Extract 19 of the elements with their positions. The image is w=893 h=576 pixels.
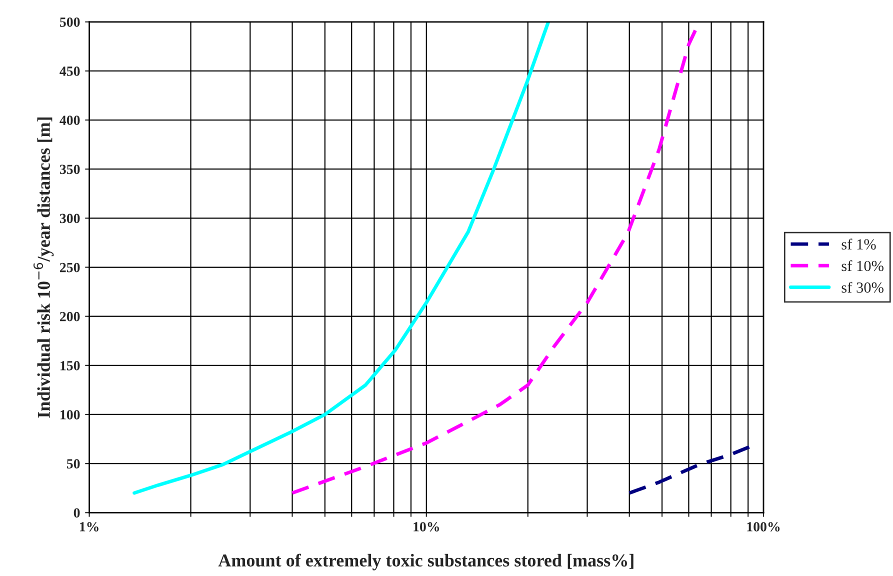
legend-label: sf 30%: [842, 282, 884, 293]
y-tick-label: 250: [60, 262, 80, 272]
y-tick-label: 100: [60, 410, 80, 420]
x-tick-label: 10%: [414, 522, 439, 532]
legend-label: sf 10%: [842, 260, 884, 272]
y-tick-label: 150: [60, 360, 80, 370]
y-tick-label: 400: [60, 116, 80, 125]
y-axis-title: Individual risk 10$^{−6}$/year distances [m]: [33, 118, 54, 418]
y-tick-label: 200: [60, 312, 80, 322]
legend-label: sf 1%: [842, 238, 876, 250]
y-tick-label: 300: [60, 214, 80, 224]
x-axis-title: Amount of extremely toxic substances stored [mass%]: [218, 554, 634, 570]
y-tick-label: 0: [74, 508, 80, 518]
y-tick-label: 350: [60, 164, 80, 174]
x-tick-label: 100%: [747, 522, 780, 532]
y-tick-label: 450: [60, 66, 80, 76]
x-tick-label: 1%: [80, 522, 98, 532]
y-tick-label: 50: [66, 459, 80, 469]
y-tick-label: 500: [60, 17, 80, 27]
